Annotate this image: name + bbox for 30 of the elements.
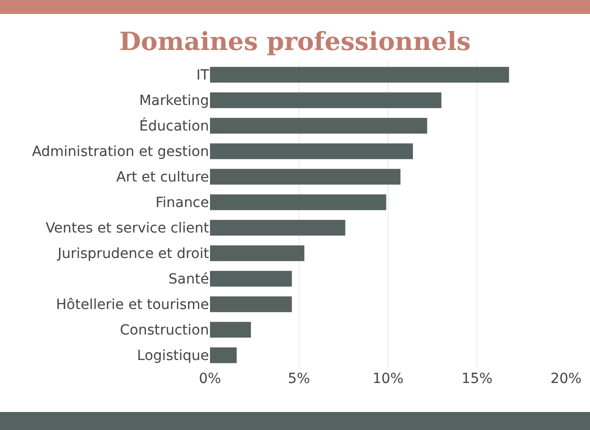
y-tick-label: Ventes et service client xyxy=(46,220,210,237)
y-tick-label: Administration et gestion xyxy=(32,144,209,160)
x-tick-label: 10% xyxy=(372,371,404,387)
y-tick-label: IT xyxy=(196,68,210,84)
y-tick-label: Hôtellerie et tourisme xyxy=(56,297,209,314)
x-tick-label: 5% xyxy=(288,371,310,387)
bar xyxy=(210,66,510,83)
chart-title: Domaines professionnels xyxy=(119,26,471,56)
bar xyxy=(210,194,386,210)
y-tick-label: Finance xyxy=(155,195,209,212)
bar xyxy=(210,245,304,262)
y-tick-label: Jurisprudence et droit xyxy=(56,246,210,262)
bar xyxy=(210,347,237,364)
y-tick-label: Marketing xyxy=(139,93,209,110)
y-tick-label: Art et culture xyxy=(116,170,209,186)
bar xyxy=(210,220,346,236)
y-tick-label: Logistique xyxy=(137,348,209,364)
bar xyxy=(210,296,292,312)
y-tick-label: Construction xyxy=(120,322,209,339)
bar xyxy=(210,92,442,108)
x-tick-label: 0% xyxy=(198,371,222,387)
x-tick-label: 20% xyxy=(550,371,582,387)
bar xyxy=(210,143,413,160)
bar xyxy=(210,168,400,185)
y-tick-label: Santé xyxy=(168,272,209,288)
bar xyxy=(210,322,251,338)
bar xyxy=(210,270,292,287)
x-tick-label: 15% xyxy=(461,371,493,387)
y-tick-label: Éducation xyxy=(139,118,209,135)
bar xyxy=(210,118,428,134)
